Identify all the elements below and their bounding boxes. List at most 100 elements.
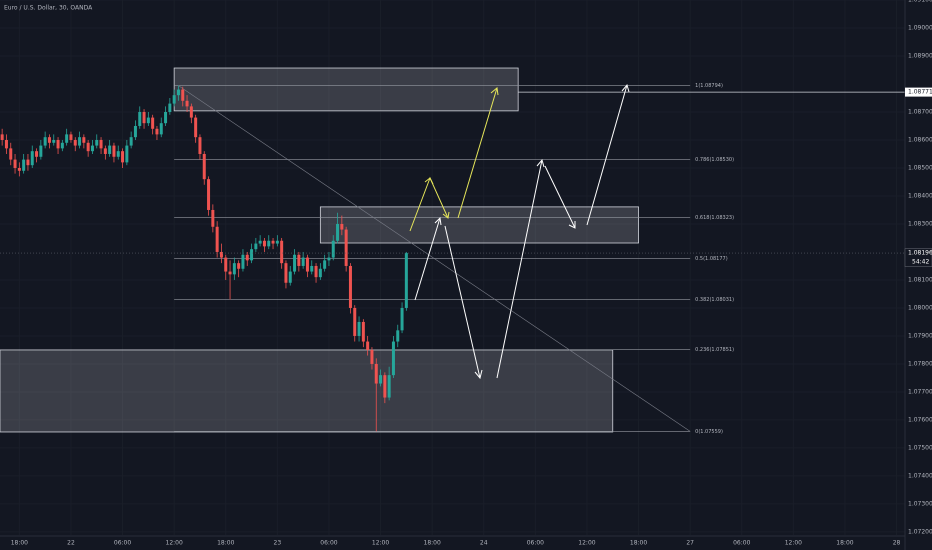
drawn-arrows <box>409 83 630 380</box>
candle-body <box>336 223 340 241</box>
price-label: 1.08771 <box>908 89 932 96</box>
candle-body <box>35 151 39 157</box>
candle-body <box>297 254 301 266</box>
candle-body <box>198 137 202 154</box>
x-tick-label: 24 <box>480 540 488 547</box>
y-tick-label: 1.08100 <box>908 276 932 283</box>
candle-body <box>310 265 314 272</box>
candle-body <box>361 321 365 342</box>
candle-body <box>47 137 51 143</box>
candle-body <box>219 251 223 258</box>
candle-body <box>267 240 271 247</box>
x-tick-label: 28 <box>893 540 901 547</box>
candle-body <box>151 117 155 129</box>
x-tick-label: 12:00 <box>785 540 802 547</box>
x-tick-label: 06:00 <box>114 540 131 547</box>
trend-line <box>178 85 691 432</box>
x-tick-label: 18:00 <box>836 540 853 547</box>
fib-label: 0.5(1.08177) <box>695 256 728 262</box>
white-arrow <box>544 165 576 229</box>
fib-label: 0.618(1.08323) <box>695 215 734 221</box>
candle-body <box>202 153 206 180</box>
candle-body <box>65 134 69 143</box>
y-tick-label: 1.07900 <box>908 332 932 339</box>
candle-body <box>237 263 241 269</box>
candle-body <box>357 321 361 336</box>
candle-body <box>396 330 400 342</box>
candle-body <box>4 139 8 149</box>
candle-body <box>207 179 211 210</box>
candle-body <box>125 145 129 163</box>
arrow-head <box>621 83 630 93</box>
white-arrow <box>586 84 628 226</box>
candle-body <box>168 103 172 112</box>
x-tick-label: 23 <box>274 540 282 547</box>
candle-body <box>374 363 378 384</box>
x-tick-label: 22 <box>67 540 75 547</box>
candle-body <box>146 117 150 124</box>
candle-body <box>185 100 189 107</box>
candle-body <box>228 271 232 275</box>
candle-body <box>99 139 103 149</box>
candle-body <box>17 167 21 171</box>
arrow-head <box>474 369 483 380</box>
candle-body <box>387 375 391 398</box>
candle-body <box>250 249 254 261</box>
candle-body <box>379 375 383 384</box>
candle-body <box>142 111 146 124</box>
candle-body <box>211 209 215 227</box>
chart-title: Euro / U.S. Dollar, 30, OANDA <box>4 5 93 12</box>
y-tick-label: 1.07500 <box>908 444 932 451</box>
x-tick-label: 18:00 <box>217 540 234 547</box>
candle-body <box>108 145 112 154</box>
candle-body <box>215 226 219 252</box>
zone <box>319 206 639 244</box>
zone <box>173 67 519 112</box>
candle-body <box>43 137 47 146</box>
candle-body <box>86 142 90 152</box>
x-tick-label: 12:00 <box>578 540 595 547</box>
candle-body <box>39 145 43 157</box>
candle-body <box>0 134 4 140</box>
candle-body <box>331 240 335 258</box>
candle-body <box>366 341 370 350</box>
candle-body <box>232 263 236 275</box>
y-tick-label: 1.08300 <box>908 220 932 227</box>
candle-body <box>121 151 125 163</box>
candle-body <box>155 128 159 135</box>
candle-body <box>164 111 168 124</box>
last-price-box <box>904 248 932 267</box>
candle-body <box>404 253 408 308</box>
candle-body <box>159 123 163 135</box>
arrow-head <box>490 87 499 96</box>
y-tick-label: 1.08400 <box>908 192 932 199</box>
y-tick-label: 1.07200 <box>908 528 932 535</box>
y-tick-label: 1.07800 <box>908 360 932 367</box>
x-tick-label: 06:00 <box>320 540 337 547</box>
countdown-label: 54:42 <box>912 259 929 266</box>
fib-label: 0.382(1.08031) <box>695 297 734 303</box>
candle-body <box>13 159 17 168</box>
candle-body <box>323 260 327 269</box>
candle-body <box>60 142 64 149</box>
arrow-head <box>434 216 442 226</box>
candle-body <box>275 240 279 244</box>
y-tick-label: 1.08000 <box>908 304 932 311</box>
candle-body <box>181 89 185 101</box>
x-tick-label: 18:00 <box>11 540 28 547</box>
y-tick-label: 1.08600 <box>908 136 932 143</box>
fib-label: 1(1.08794) <box>695 83 723 89</box>
candle-body <box>353 307 357 336</box>
x-tick-label: 27 <box>686 540 694 547</box>
y-tick-label: 1.09100 <box>908 0 932 4</box>
x-tick-label: 06:00 <box>527 540 544 547</box>
white-arrow <box>444 225 481 379</box>
candle-body <box>176 89 180 96</box>
y-tick-label: 1.07700 <box>908 388 932 395</box>
arrow-head <box>568 221 576 229</box>
candle-body <box>348 265 352 308</box>
fib-label: 0.786(1.08530) <box>695 157 734 163</box>
candle-body <box>194 117 198 138</box>
